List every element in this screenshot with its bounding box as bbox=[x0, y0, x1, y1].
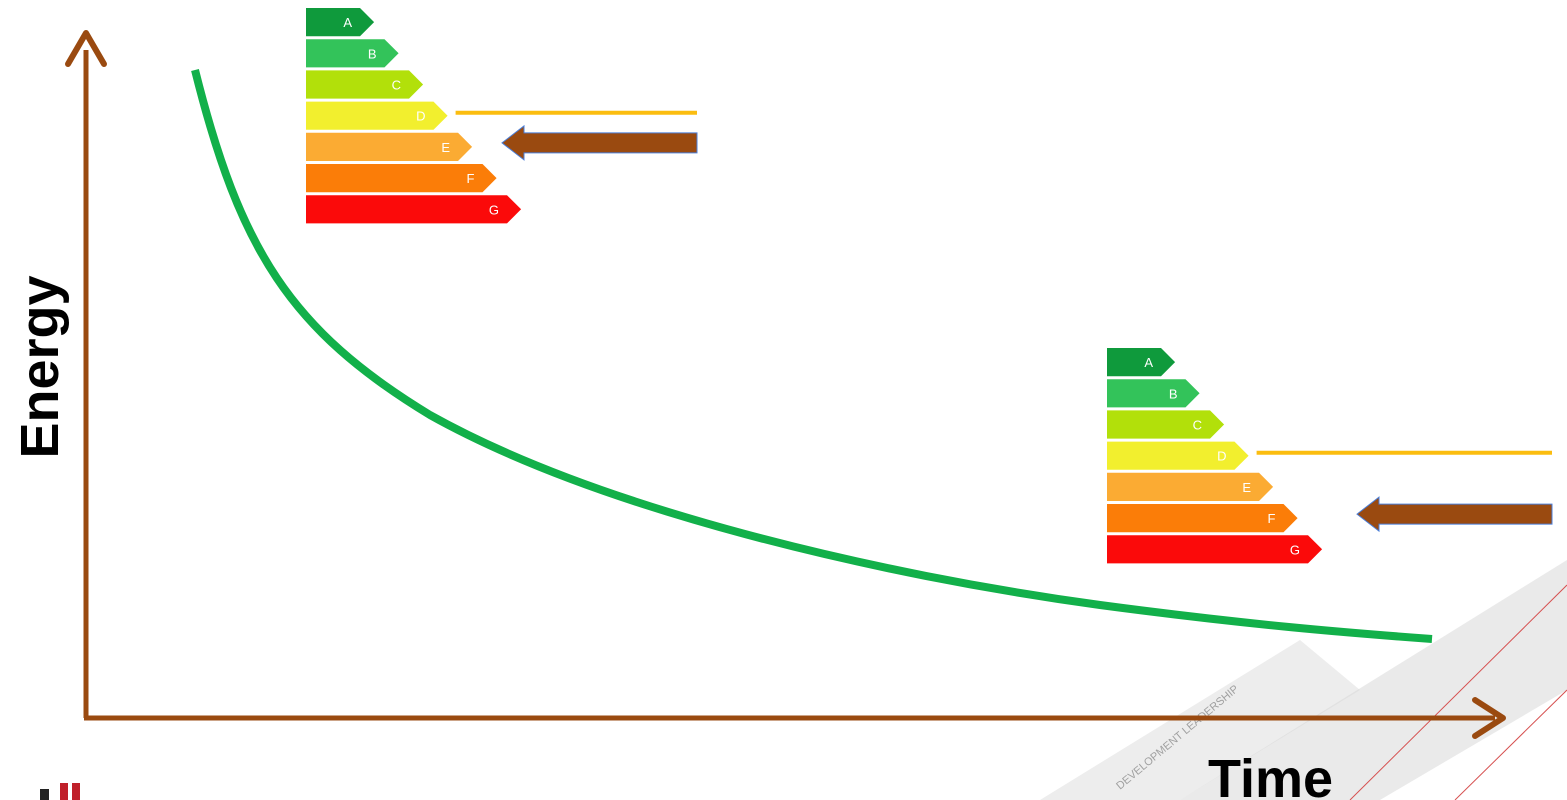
energy-labels-group: A B C D E F G A B C D E F G bbox=[306, 8, 1553, 564]
energy-class-letter: C bbox=[1193, 418, 1202, 433]
energy-class-bar bbox=[306, 132, 473, 161]
energy-class-row-c: C bbox=[306, 70, 424, 99]
energy-class-letter: G bbox=[1290, 542, 1300, 557]
energy-class-letter: D bbox=[1217, 449, 1226, 464]
energy-curve bbox=[191, 69, 1433, 643]
energy-class-letter: B bbox=[1169, 386, 1178, 401]
energy-class-row-e: E bbox=[306, 132, 473, 161]
energy-class-bar bbox=[1107, 441, 1249, 470]
energy-class-row-a: A bbox=[306, 8, 375, 37]
indicator-arrow bbox=[501, 124, 698, 161]
energy-class-letter: B bbox=[368, 46, 377, 61]
indicator-arrow bbox=[1356, 496, 1553, 533]
axes-group bbox=[65, 30, 1506, 739]
x-axis-arrowhead bbox=[1472, 697, 1506, 739]
energy-class-row-a: A bbox=[1107, 348, 1176, 377]
energy-class-bar bbox=[306, 101, 448, 130]
energy-class-letter: D bbox=[416, 109, 425, 124]
energy-class-letter: F bbox=[467, 171, 475, 186]
energy-class-bar bbox=[1107, 410, 1225, 439]
energy-class-row-c: C bbox=[1107, 410, 1225, 439]
energy-class-row-d: D bbox=[1107, 441, 1249, 470]
energy-class-bar bbox=[306, 39, 399, 68]
energy-class-row-f: F bbox=[306, 164, 497, 193]
energy-class-bar bbox=[306, 8, 375, 37]
energy-class-row-b: B bbox=[1107, 379, 1200, 408]
energy-class-bar bbox=[306, 70, 424, 99]
energy-class-bar bbox=[1107, 472, 1274, 501]
energy-class-row-e: E bbox=[1107, 472, 1274, 501]
y-axis-arrowhead bbox=[65, 30, 107, 67]
energy-class-row-g: G bbox=[306, 195, 522, 224]
energy-class-letter: G bbox=[489, 202, 499, 217]
energy-class-row-d: D bbox=[306, 101, 448, 130]
x-axis-title: Time bbox=[1208, 749, 1334, 800]
energy-class-bar bbox=[1107, 348, 1176, 377]
energy-class-bar bbox=[1107, 504, 1298, 533]
energy-class-letter: E bbox=[1242, 480, 1251, 495]
energy-class-letter: E bbox=[441, 140, 450, 155]
energy-class-row-f: F bbox=[1107, 504, 1298, 533]
energy-class-bar bbox=[1107, 379, 1200, 408]
watermark-line bbox=[1349, 584, 1567, 800]
energy-class-bar bbox=[1107, 535, 1323, 564]
energy-curve-group bbox=[191, 69, 1433, 643]
energy-class-letter: A bbox=[343, 15, 352, 30]
watermark-line bbox=[1454, 689, 1567, 800]
energy-label-chart-early: A B C D E F G bbox=[306, 8, 698, 224]
energy-class-bar bbox=[306, 164, 497, 193]
energy-label-chart-later: A B C D E F G bbox=[1107, 348, 1553, 564]
brand-logo-icon bbox=[40, 783, 80, 800]
y-axis-title: Energy bbox=[10, 275, 70, 459]
energy-class-letter: F bbox=[1268, 511, 1276, 526]
energy-class-letter: C bbox=[392, 78, 401, 93]
energy-class-letter: A bbox=[1144, 355, 1153, 370]
energy-class-row-b: B bbox=[306, 39, 399, 68]
energy-class-bar bbox=[306, 195, 522, 224]
watermark-shape bbox=[1180, 560, 1567, 800]
energy-class-row-g: G bbox=[1107, 535, 1323, 564]
